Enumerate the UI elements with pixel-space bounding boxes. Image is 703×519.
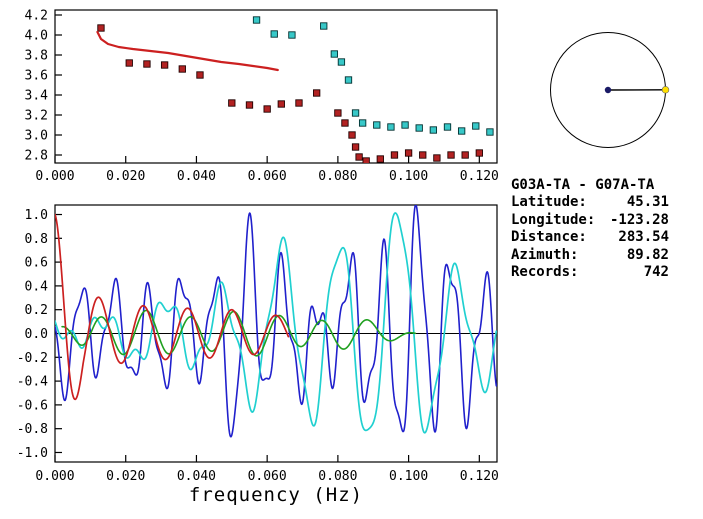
plot-series (96, 16, 494, 163)
info-label-azimuth: Azimuth: (511, 246, 579, 263)
info-value-latitude: 45.31 (626, 194, 669, 211)
y-tick-label: 4.2 (25, 9, 48, 24)
info-value-records: 742 (643, 264, 669, 281)
x-tick-label: 0.080 (318, 169, 357, 184)
x-tick-label: 0.020 (106, 169, 145, 184)
x-tick-label: 0.060 (248, 169, 287, 184)
y-tick-label: -0.2 (17, 351, 48, 366)
info-label-records: Records: (511, 264, 579, 281)
plot-series (55, 205, 497, 438)
x-tick-label: 0.100 (389, 169, 428, 184)
frequency-axis-label: frequency (Hz) (188, 484, 364, 506)
x-tick-label: 0.120 (460, 169, 499, 184)
info-row-azimuth: Azimuth: 89.82 (511, 247, 669, 264)
x-tick-label: 0.080 (318, 469, 357, 484)
y-tick-label: 0.6 (25, 256, 48, 271)
cyan-trace (55, 212, 497, 434)
info-label-latitude: Latitude: (511, 194, 587, 211)
info-row-distance: Distance: 283.54 (511, 229, 669, 246)
center-station-dot (604, 86, 612, 94)
y-tick-label: -1.0 (17, 446, 48, 461)
y-tick-label: 3.4 (25, 89, 49, 104)
y-tick-label: 0.8 (25, 232, 48, 247)
x-tick-label: 0.020 (106, 469, 145, 484)
info-value-azimuth: 89.82 (626, 246, 669, 263)
red-trace (55, 213, 290, 401)
x-tick-label: 0.040 (177, 169, 216, 184)
y-tick-label: 0.4 (25, 279, 49, 294)
info-row-latitude: Latitude: 45.31 (511, 194, 669, 211)
plot-frame (54, 9, 498, 164)
x-tick-label: 0.040 (177, 469, 216, 484)
blue-trace (55, 205, 497, 438)
y-tick-label: 0.2 (25, 303, 48, 318)
azimuth-circle-chart (550, 32, 670, 148)
info-row-longitude: Longitude: -123.28 (511, 212, 669, 229)
y-tick-label: -0.4 (17, 375, 48, 390)
red-squares (97, 24, 483, 163)
x-tick-label: 0.060 (248, 469, 287, 484)
x-tick-label: 0.000 (35, 169, 74, 184)
info-label-distance: Distance: (511, 229, 587, 246)
axes: 0.000 0.020 0.040 0.060 0.080 0.100 0.120 1.0 0.… (17, 204, 499, 484)
y-tick-label: 4.0 (25, 29, 48, 44)
y-tick-label: 3.0 (25, 129, 48, 144)
info-value-longitude: -123.28 (609, 211, 669, 228)
y-tick-label: 1.0 (25, 208, 48, 223)
info-row-records: Records: 742 (511, 264, 669, 281)
x-tick-label: 0.100 (389, 469, 428, 484)
target-station-dot (661, 86, 670, 94)
waveform-chart: 0.000 0.020 0.040 0.060 0.080 0.100 0.120 1.0 0.… (17, 204, 499, 484)
y-tick-label: 0.0 (25, 327, 48, 342)
dispersion-chart: 0.000 0.020 0.040 0.060 0.080 0.100 0.120 4.2 4.… (25, 9, 499, 185)
y-tick-label: 3.8 (25, 49, 48, 64)
info-label-longitude: Longitude: (511, 211, 596, 228)
station-info-panel: G03A-TA - G07A-TA Latitude: 45.31 Longit… (511, 177, 669, 281)
green-trace (61, 309, 417, 357)
y-tick-label: -0.6 (17, 398, 48, 413)
y-tick-label: 2.8 (25, 149, 48, 164)
axes: 0.000 0.020 0.040 0.060 0.080 0.100 0.120 4.2 4.… (25, 9, 499, 185)
y-tick-label: 3.6 (25, 69, 48, 84)
y-tick-label: -0.8 (17, 422, 48, 437)
cyan-squares (252, 16, 494, 136)
y-tick-label: 3.2 (25, 109, 48, 124)
station-pair-label: G03A-TA - G07A-TA (511, 177, 655, 193)
x-tick-label: 0.000 (35, 469, 74, 484)
red-line (96, 30, 279, 72)
info-value-distance: 283.54 (618, 229, 669, 246)
x-tick-label: 0.120 (460, 469, 499, 484)
